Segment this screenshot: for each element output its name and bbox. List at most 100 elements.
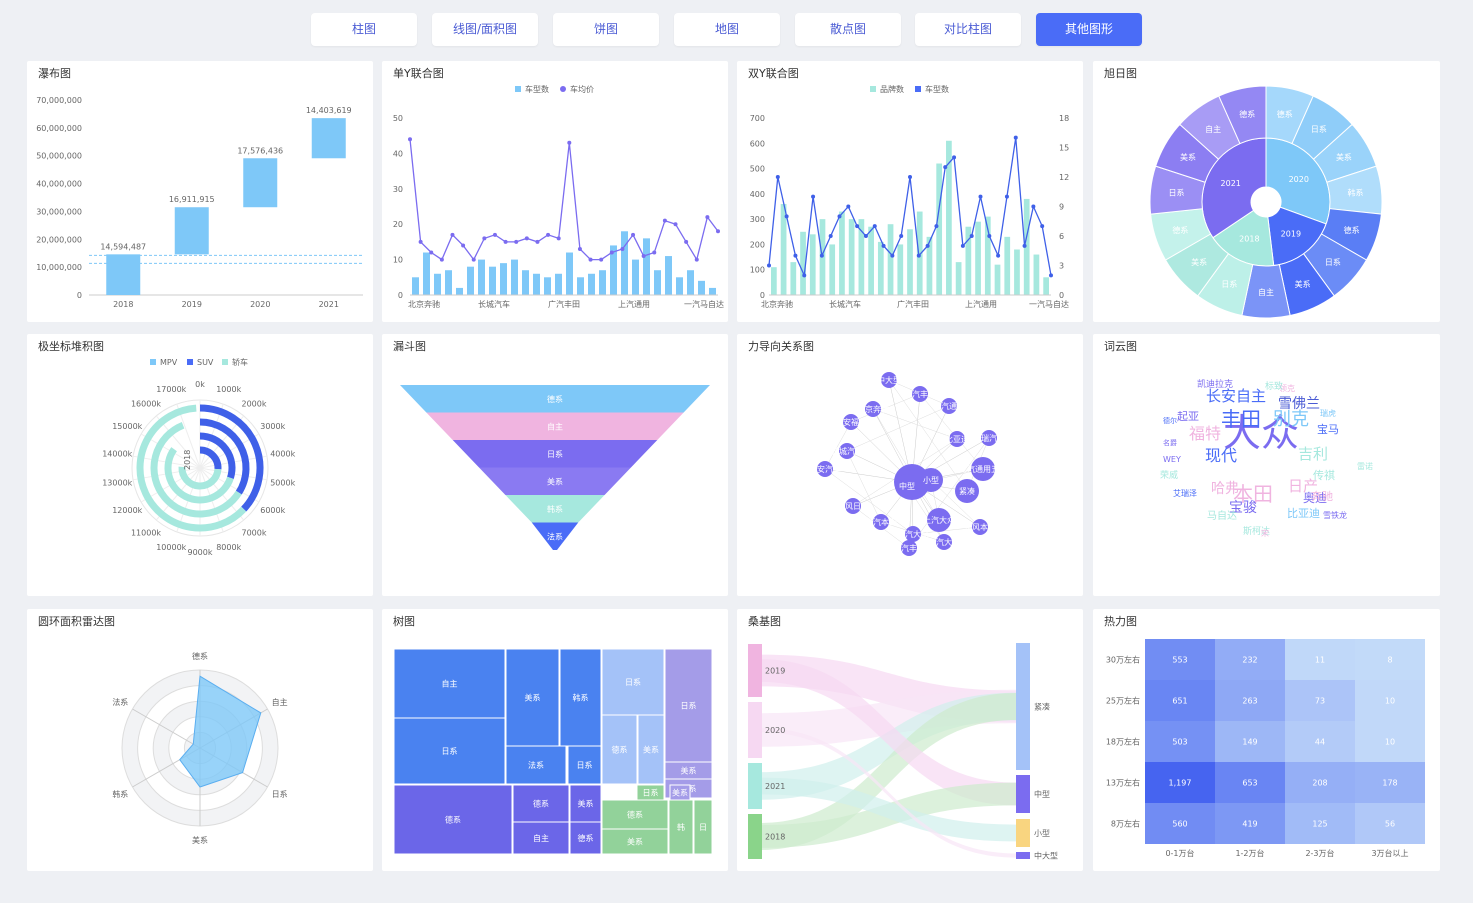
polar-tick-label: 4000k xyxy=(270,449,295,458)
sunburst-inner-label: 2018 xyxy=(1239,234,1259,243)
heatmap-value: 651 xyxy=(1172,697,1187,706)
graph-edge xyxy=(872,408,940,521)
legend-label: 车型数 xyxy=(925,84,949,94)
bar xyxy=(868,226,874,295)
heatmap-value: 232 xyxy=(1242,656,1257,665)
heatmap-cell xyxy=(1145,762,1215,803)
treemap-label: 日系 xyxy=(442,746,458,756)
graph-node-label: 一汽丰田 xyxy=(904,389,936,399)
bar xyxy=(643,238,650,295)
card-title: 极坐标堆积图 xyxy=(38,340,104,353)
graph-node-label: 上汽通用 xyxy=(933,401,965,411)
tab-map[interactable]: 地图 xyxy=(674,13,780,46)
word-cloud-word: 雷诺 xyxy=(1357,462,1373,471)
line-point xyxy=(716,229,720,234)
bar xyxy=(533,273,540,295)
polar-tick-label: 1000k xyxy=(216,385,241,394)
waterfall-bar xyxy=(106,254,141,295)
treemap-cell xyxy=(569,821,602,855)
graph-edge xyxy=(888,379,968,492)
radar-axis-label: 美系 xyxy=(192,835,208,845)
treemap-label: 德系 xyxy=(578,833,594,843)
bar xyxy=(676,277,683,295)
y2-tick-label: 0 xyxy=(1059,291,1064,300)
treemap-chart: 自主日系德系美系韩系法系日系德系美系日系德系美系日系美系韩系自主德系美系韩日德系… xyxy=(393,648,713,855)
treemap-label: 德系 xyxy=(627,810,643,820)
word-cloud-word: 瑞虎 xyxy=(1320,409,1336,418)
polar-center-label: 2018 xyxy=(183,450,192,470)
heatmap-value: 149 xyxy=(1242,738,1257,747)
heatmap-value: 8 xyxy=(1387,656,1392,665)
tab-pie[interactable]: 饼图 xyxy=(553,13,659,46)
treemap-cell xyxy=(559,648,602,747)
word-cloud-word: 凯迪拉克 xyxy=(1197,380,1234,390)
graph-node xyxy=(817,461,833,477)
heatmap-col-label: 0-1万台 xyxy=(1165,848,1194,858)
word-cloud-word: 宋 xyxy=(1261,529,1269,538)
heatmap-cell xyxy=(1145,803,1215,844)
x-tick-label: 一汽马自达 xyxy=(1029,299,1069,309)
bar xyxy=(456,287,463,295)
tab-line-area[interactable]: 线图/面积图 xyxy=(432,13,538,46)
line-point xyxy=(471,257,476,262)
word-cloud-word: 现代 xyxy=(1205,446,1238,465)
treemap-label: 自主 xyxy=(442,679,458,689)
word-cloud-word: 起亚 xyxy=(1177,410,1199,423)
sankey-node xyxy=(1016,852,1030,859)
sunburst-outer-label: 日系 xyxy=(1325,257,1341,267)
treemap-cell xyxy=(693,799,713,855)
heatmap-value: 208 xyxy=(1312,779,1327,788)
radar-area xyxy=(179,675,262,788)
treemap-cell xyxy=(569,784,602,823)
y2-tick-label: 3 xyxy=(1059,262,1064,271)
tab-other[interactable]: 其他图形 xyxy=(1036,13,1142,46)
word-cloud-word: WEY xyxy=(1163,455,1181,464)
line-point xyxy=(1022,243,1027,248)
sankey-node-label: 紧凑 xyxy=(1034,702,1050,712)
line-point xyxy=(609,250,614,255)
treemap-cell xyxy=(505,648,560,747)
heatmap-value: 56 xyxy=(1385,820,1395,829)
funnel-label: 美系 xyxy=(547,476,563,486)
tab-scatter[interactable]: 散点图 xyxy=(795,13,901,46)
legend-swatch xyxy=(222,359,228,365)
line-point xyxy=(492,232,497,237)
legend-swatch xyxy=(915,86,921,92)
x-tick-label: 广汽丰田 xyxy=(548,299,580,309)
bar xyxy=(467,266,474,295)
line-point xyxy=(588,257,593,262)
word-cloud-word: 德尔 xyxy=(1163,417,1177,425)
y2-tick-label: 6 xyxy=(1059,232,1064,241)
bar xyxy=(577,277,584,295)
y-tick-label: 100 xyxy=(750,266,765,275)
y-tick-label: 30 xyxy=(393,185,403,194)
line-point xyxy=(1049,273,1053,278)
graph-node xyxy=(905,526,921,542)
heatmap-cell xyxy=(1145,639,1215,680)
line-point xyxy=(705,215,710,220)
bar xyxy=(946,140,952,295)
heatmap-value: 1,197 xyxy=(1169,779,1192,788)
bar xyxy=(599,270,606,295)
card-title: 热力图 xyxy=(1104,615,1137,628)
graph-node-label: 中大型 xyxy=(877,375,901,385)
card-title: 单Y联合图 xyxy=(393,67,444,80)
graph-node xyxy=(881,372,897,388)
polar-bar xyxy=(199,418,250,495)
polar-tick-label: 2000k xyxy=(241,400,266,409)
polar-tick-label: 13000k xyxy=(102,479,132,488)
graph-node xyxy=(839,443,855,459)
line-point xyxy=(620,246,625,251)
graph-node xyxy=(895,474,919,498)
bar xyxy=(621,231,628,295)
tab-compare-bar[interactable]: 对比柱图 xyxy=(915,13,1021,46)
line-point xyxy=(802,273,807,278)
card-title: 力导向关系图 xyxy=(748,340,814,353)
line-point xyxy=(784,214,789,219)
card-title: 圆环面积雷达图 xyxy=(38,615,115,628)
word-cloud-word: 领克 xyxy=(1279,384,1295,393)
sunburst-outer-label: 日系 xyxy=(1311,124,1327,134)
tab-bar-chart[interactable]: 柱图 xyxy=(311,13,417,46)
